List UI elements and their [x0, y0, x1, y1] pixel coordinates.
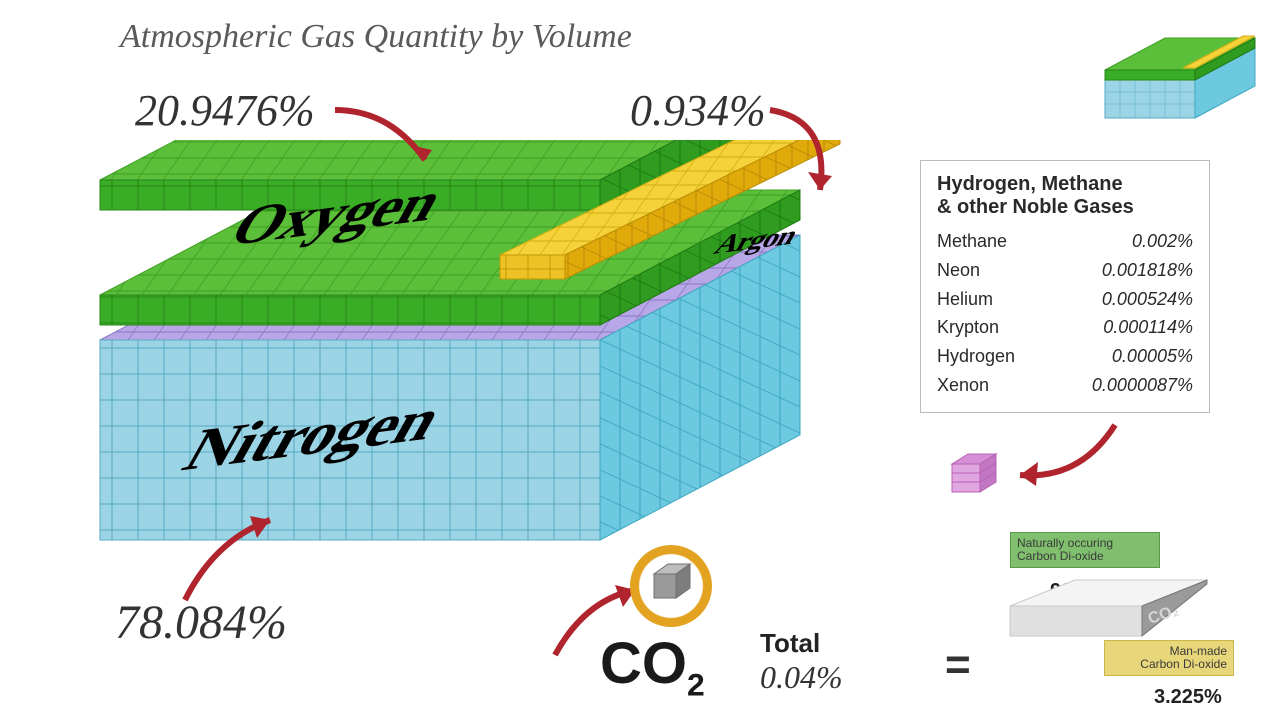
page-title: Atmospheric Gas Quantity by Volume — [120, 18, 632, 56]
trace-name: Methane — [937, 227, 1007, 256]
co2-manmade-box: Man-made Carbon Di-oxide — [1104, 640, 1234, 676]
table-row: Methane 0.002% — [937, 227, 1193, 256]
nitrogen-arrow-icon — [175, 510, 295, 610]
trace-name: Neon — [937, 256, 980, 285]
trace-cube-icon — [948, 450, 1000, 496]
mini-stack-icon — [1095, 18, 1265, 128]
table-row: Hydrogen 0.00005% — [937, 342, 1193, 371]
trace-name: Helium — [937, 285, 993, 314]
co2-cube-icon — [650, 560, 694, 604]
table-row: Xenon 0.0000087% — [937, 371, 1193, 400]
trace-val: 0.000524% — [1102, 285, 1193, 314]
table-row: Krypton 0.000114% — [937, 313, 1193, 342]
table-row: Helium 0.000524% — [937, 285, 1193, 314]
co2-label: CO2 — [600, 630, 705, 704]
trace-arrow-icon — [1000, 420, 1130, 500]
trace-val: 0.001818% — [1102, 256, 1193, 285]
co2-total: Total 0.04% — [760, 628, 843, 696]
trace-val: 0.002% — [1132, 227, 1193, 256]
trace-val: 0.00005% — [1112, 342, 1193, 371]
co2-symbol: CO — [600, 631, 687, 696]
trace-gas-header: Hydrogen, Methane & other Noble Gases — [937, 173, 1193, 219]
oxygen-pct: 20.9476% — [135, 85, 315, 136]
co2-manmade-caption: Man-made Carbon Di-oxide — [1105, 641, 1233, 675]
trace-name: Krypton — [937, 313, 999, 342]
co2-total-label: Total — [760, 628, 843, 659]
trace-val: 0.000114% — [1103, 313, 1193, 342]
trace-name: Xenon — [937, 371, 989, 400]
oxygen-arrow-icon — [330, 100, 450, 190]
co2-natural-box: Naturally occuring Carbon Di-oxide — [1010, 532, 1160, 568]
trace-gas-rows: Methane 0.002% Neon 0.001818% Helium 0.000524… — [937, 227, 1193, 400]
co2-manmade-pct: 3.225% — [1154, 686, 1222, 709]
trace-name: Hydrogen — [937, 342, 1015, 371]
equals-sign: = — [945, 640, 971, 690]
co2-subscript: 2 — [687, 667, 705, 703]
argon-pct: 0.934% — [630, 85, 766, 136]
trace-gas-table: Hydrogen, Methane & other Noble Gases Me… — [920, 160, 1210, 413]
co2-total-val: 0.04% — [760, 659, 843, 696]
argon-arrow-icon — [760, 100, 880, 210]
co2-natural-caption: Naturally occuring Carbon Di-oxide — [1011, 533, 1159, 567]
table-row: Neon 0.001818% — [937, 256, 1193, 285]
trace-val: 0.0000087% — [1092, 371, 1193, 400]
